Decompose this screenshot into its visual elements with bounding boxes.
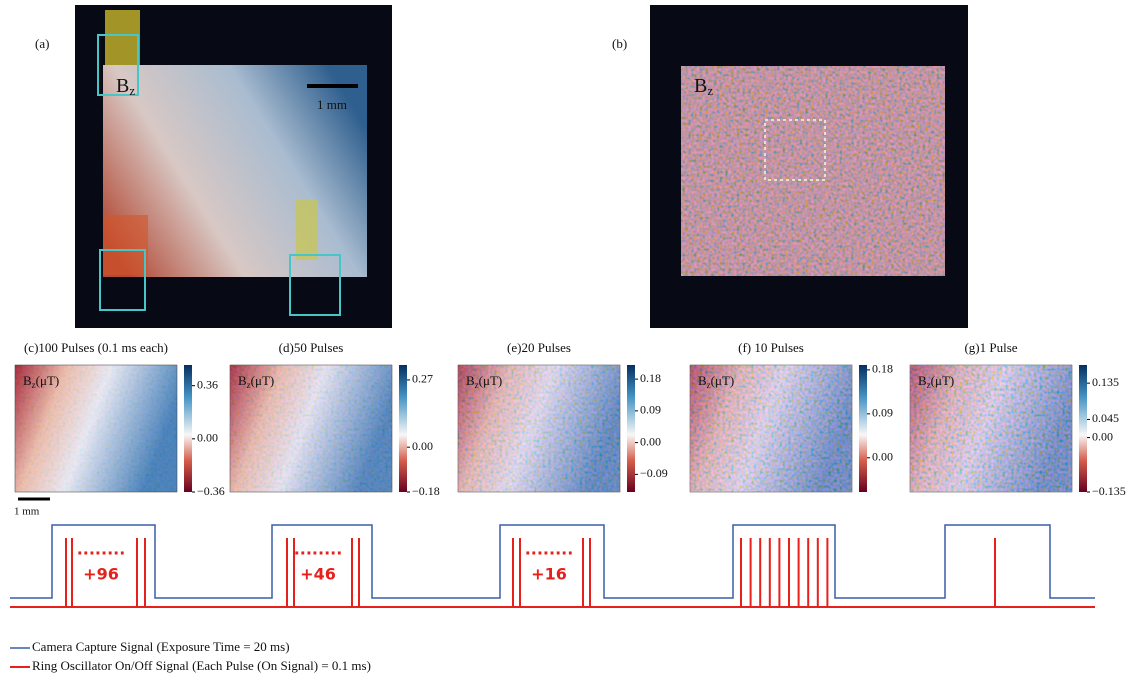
- field-subscript: z: [32, 380, 36, 390]
- heatmap-noise: [910, 365, 1072, 492]
- scale-label: 1 mm: [317, 97, 347, 112]
- field-symbol: B: [238, 373, 247, 388]
- colorbar-tick-label: 0.00: [872, 450, 893, 464]
- field-label: Bz: [694, 75, 713, 98]
- pulse-dots: ........: [294, 540, 343, 559]
- colorbar-tick-label: −0.36: [197, 484, 225, 498]
- pulse-dots: ........: [525, 540, 574, 559]
- panel-label: (a): [35, 36, 49, 51]
- scale-label: 1 mm: [14, 506, 40, 518]
- overlay: [105, 10, 140, 65]
- heatmap-noise: [690, 365, 852, 492]
- colorbar-tick-label: 0.135: [1092, 375, 1119, 389]
- field-subscript: z: [247, 380, 251, 390]
- field-symbol: B: [466, 373, 475, 388]
- field-symbol: B: [23, 373, 32, 388]
- colorbar-tick-label: 0.00: [640, 434, 661, 448]
- pulse-count: +16: [531, 565, 567, 584]
- colorbar-tick-label: −0.09: [640, 466, 668, 480]
- field-unit: (μT): [711, 373, 735, 388]
- field-symbol: B: [918, 373, 927, 388]
- field-subscript: z: [707, 380, 711, 390]
- panel-title: (f) 10 Pulses: [738, 340, 804, 355]
- colorbar-tick-label: −0.135: [1092, 484, 1126, 498]
- overlay: [296, 200, 318, 260]
- colorbar-tick-label: 0.09: [640, 403, 661, 417]
- colorbar: [627, 365, 635, 492]
- colorbar-tick-label: 0.00: [412, 439, 433, 453]
- field-label: Bz(μT): [698, 373, 734, 390]
- field-unit: (μT): [251, 373, 275, 388]
- panel-title: (c)100 Pulses (0.1 ms each): [24, 340, 168, 355]
- panel-title: (e)20 Pulses: [507, 340, 571, 355]
- heatmap-noise: [230, 365, 392, 492]
- field-symbol: B: [698, 373, 707, 388]
- field-subscript: z: [927, 380, 931, 390]
- colorbar: [1079, 365, 1087, 492]
- colorbar-tick-label: 0.18: [640, 371, 661, 385]
- camera-signal: [10, 524, 1095, 599]
- colorbar-tick-label: 0.00: [1092, 429, 1113, 443]
- heatmap-noise: [15, 365, 177, 492]
- field-label: Bz(μT): [918, 373, 954, 390]
- colorbar: [859, 365, 867, 492]
- overlay: [103, 215, 148, 275]
- colorbar: [184, 365, 192, 492]
- overlay-outline: [764, 119, 826, 181]
- colorbar-tick-label: 0.27: [412, 372, 433, 386]
- colorbar-tick-label: −0.18: [412, 484, 440, 498]
- colorbar-tick-label: 0.36: [197, 377, 218, 391]
- colorbar-tick-label: 0.18: [872, 362, 893, 376]
- colorbar-tick-label: 0.09: [872, 406, 893, 420]
- field-subscript: z: [475, 380, 479, 390]
- colorbar-tick-label: 0.00: [197, 431, 218, 445]
- field-unit: (μT): [479, 373, 503, 388]
- field-label: Bz(μT): [466, 373, 502, 390]
- colorbar-tick-label: 0.045: [1092, 411, 1119, 425]
- overlay-outline: [97, 34, 341, 316]
- pulse-dots: ........: [77, 540, 126, 559]
- field-label: Bz(μT): [23, 373, 59, 390]
- field-label: Bz(μT): [238, 373, 274, 390]
- legend-label: Ring Oscillator On/Off Signal (Each Puls…: [32, 658, 371, 673]
- panel-title: (d)50 Pulses: [279, 340, 344, 355]
- legend-label: Camera Capture Signal (Exposure Time = 2…: [32, 639, 290, 654]
- pulse-count: +96: [83, 565, 119, 584]
- colorbar: [399, 365, 407, 492]
- field-noise: [681, 66, 945, 276]
- field-label: Bz: [116, 75, 135, 98]
- pulse-count: +46: [300, 565, 336, 584]
- panel-label: (b): [612, 36, 627, 51]
- panel-title: (g)1 Pulse: [964, 340, 1017, 355]
- heatmap-noise: [458, 365, 620, 492]
- field-unit: (μT): [36, 373, 60, 388]
- field-unit: (μT): [931, 373, 955, 388]
